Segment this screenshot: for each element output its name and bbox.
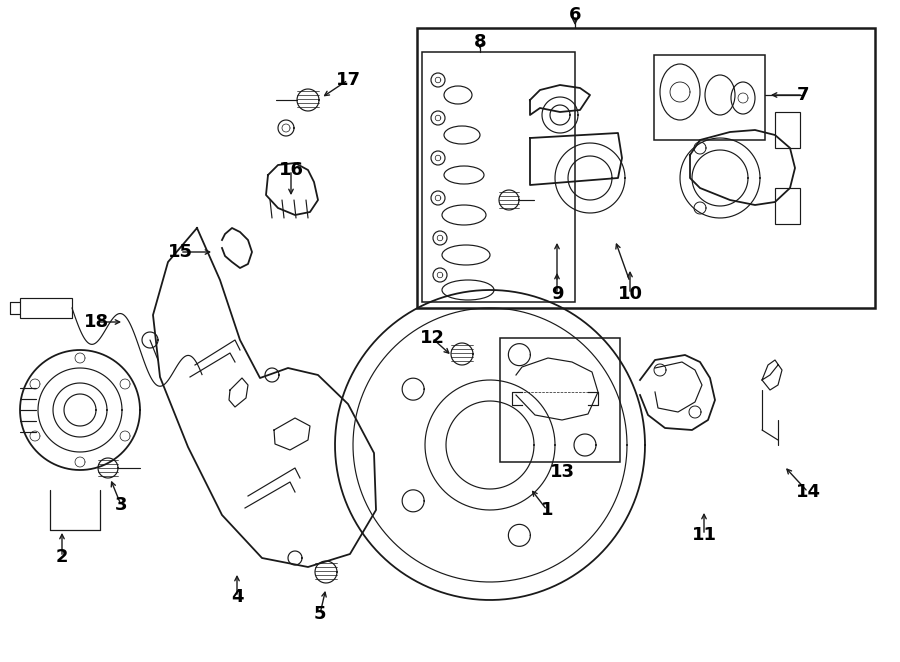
Text: 10: 10 — [617, 285, 643, 303]
Text: 15: 15 — [167, 243, 193, 261]
Text: 7: 7 — [796, 86, 809, 104]
Bar — [500, 338, 620, 462]
Bar — [775, 188, 800, 224]
Bar — [422, 52, 575, 302]
Bar — [775, 112, 800, 148]
Text: 9: 9 — [551, 285, 563, 303]
Text: 8: 8 — [473, 33, 486, 51]
Text: 17: 17 — [336, 71, 361, 89]
Text: 6: 6 — [569, 6, 581, 24]
Bar — [417, 28, 875, 308]
Text: 16: 16 — [278, 161, 303, 179]
Text: 11: 11 — [691, 526, 716, 544]
Bar — [20, 298, 72, 318]
Text: 4: 4 — [230, 588, 243, 606]
Text: 2: 2 — [56, 548, 68, 566]
Text: 1: 1 — [541, 501, 554, 519]
Text: 12: 12 — [419, 329, 445, 347]
Bar — [654, 55, 765, 140]
Text: 13: 13 — [550, 463, 574, 481]
Text: 18: 18 — [84, 313, 109, 331]
Text: 14: 14 — [796, 483, 821, 501]
Text: 5: 5 — [314, 605, 326, 623]
Text: 3: 3 — [115, 496, 127, 514]
